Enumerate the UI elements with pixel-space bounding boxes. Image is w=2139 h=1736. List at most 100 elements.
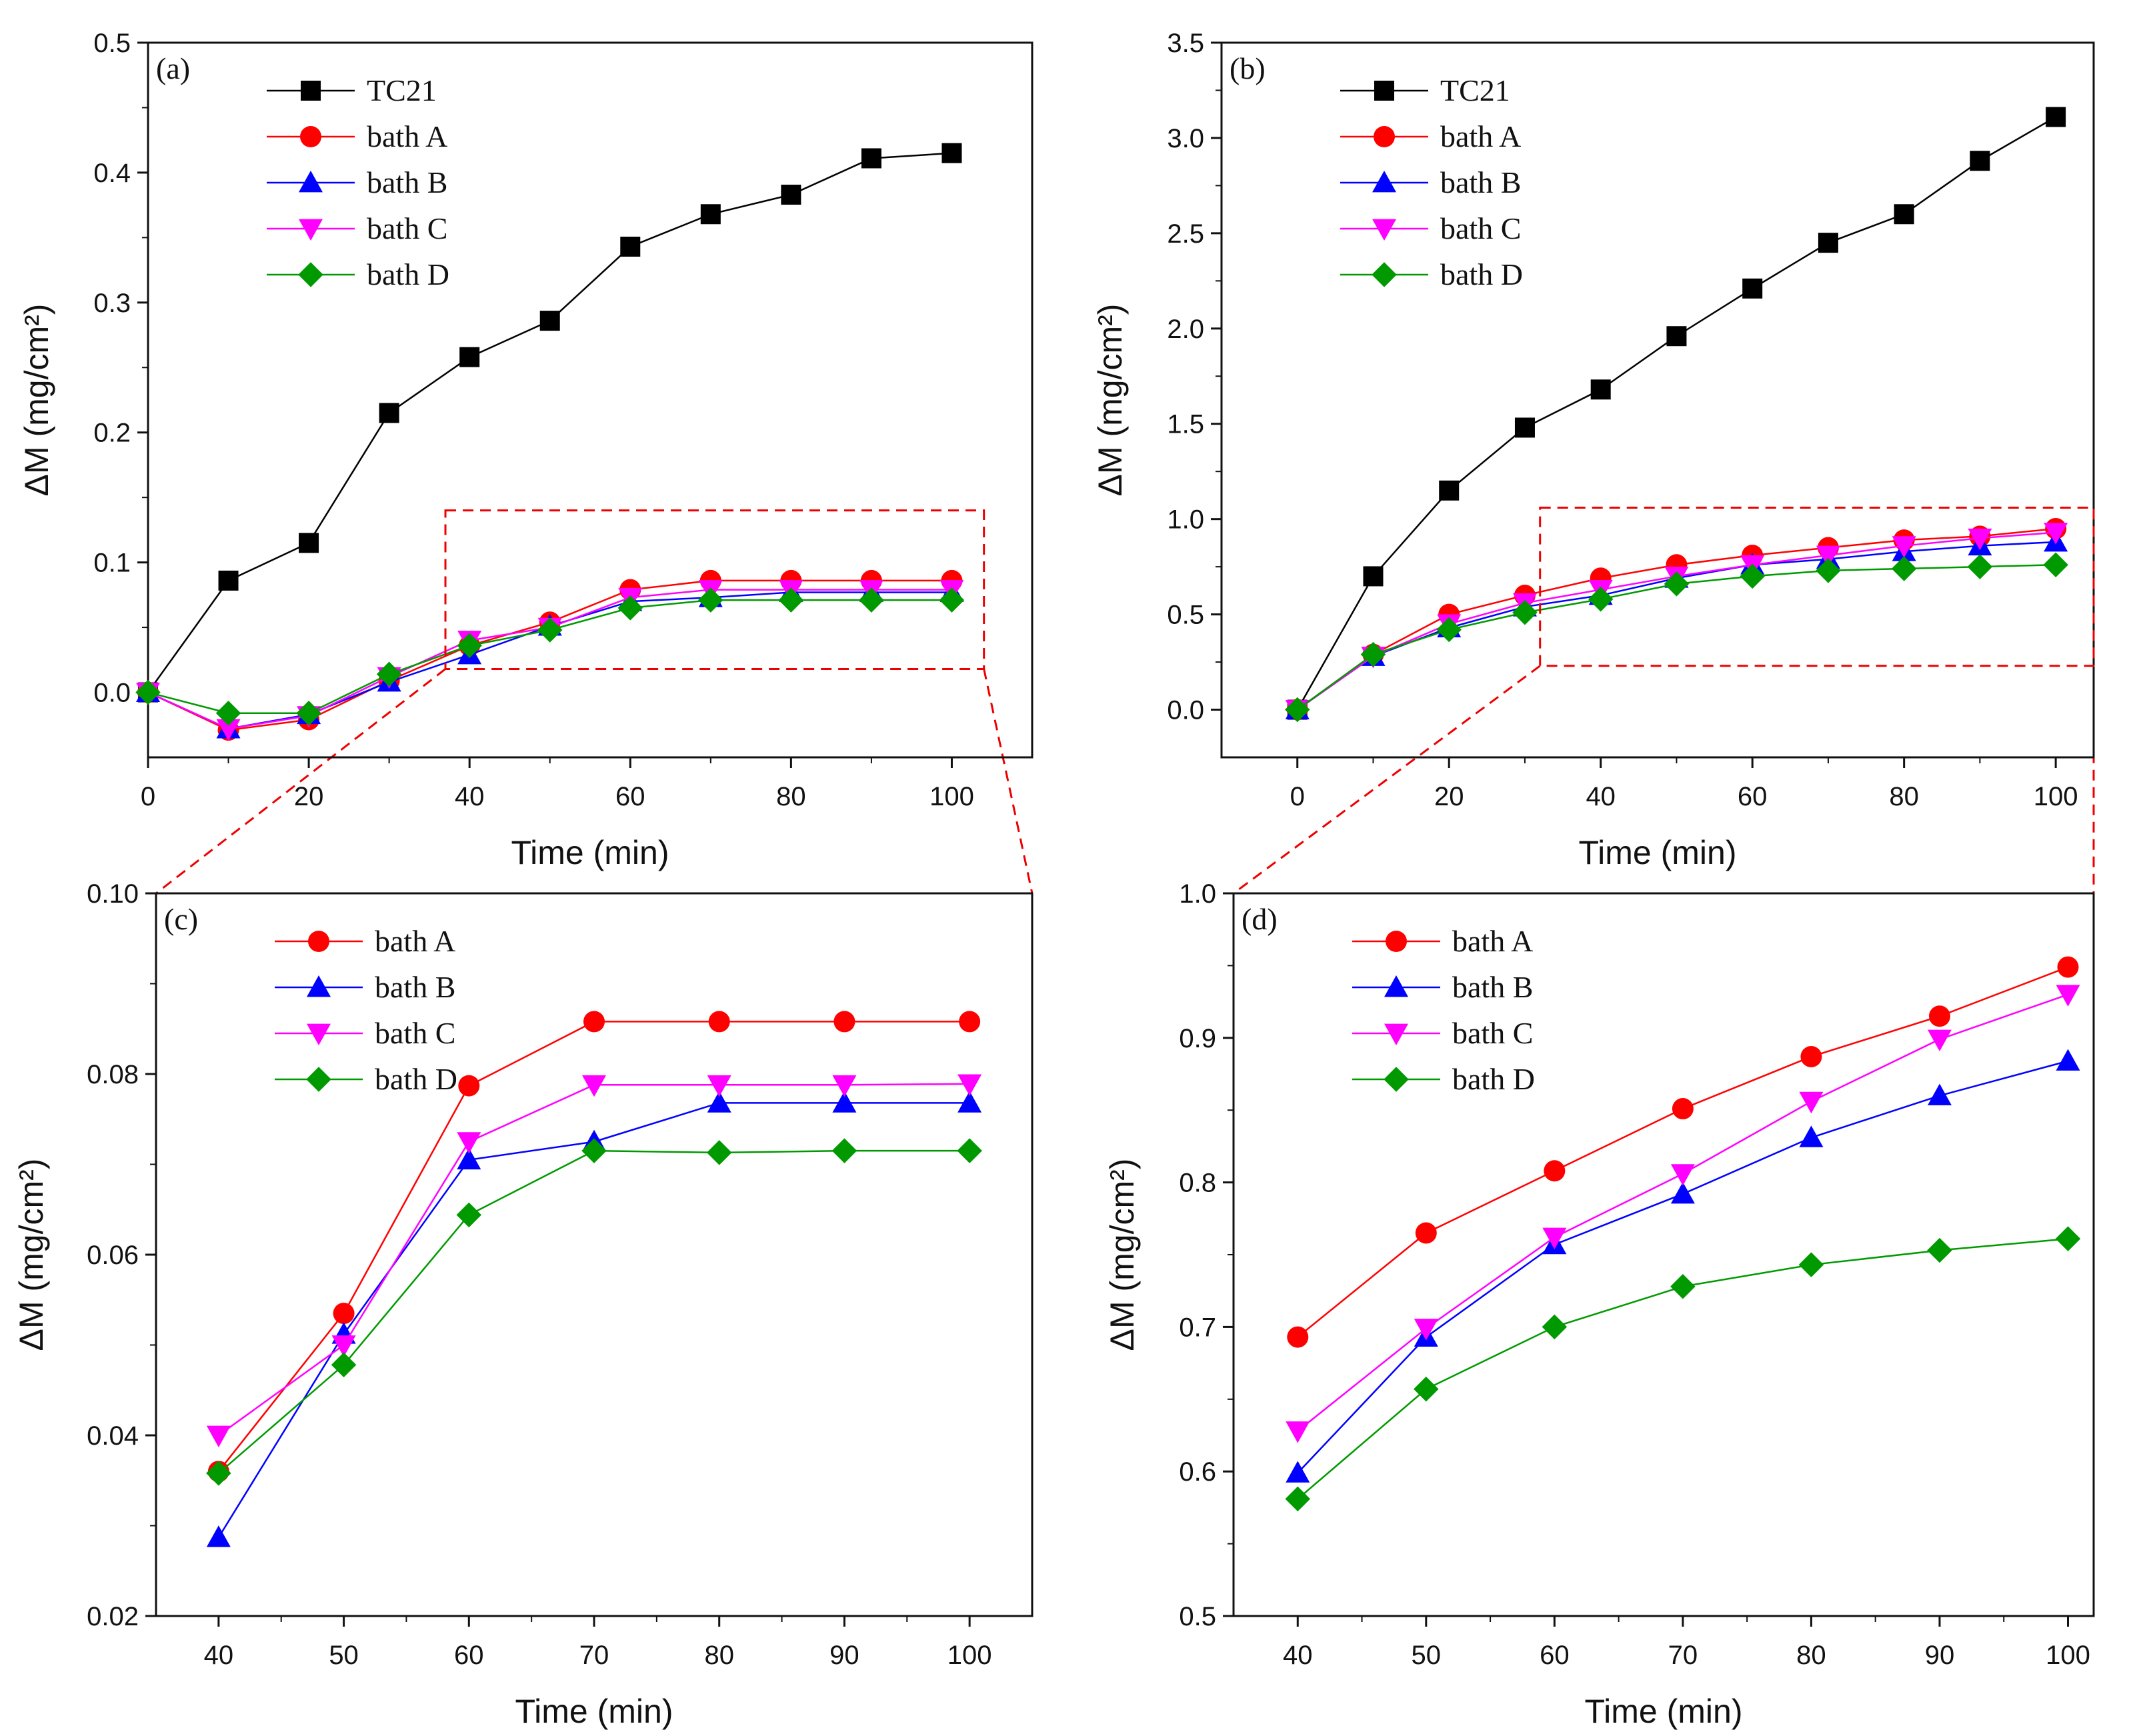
legend-item: bath D xyxy=(1352,1062,1535,1096)
x-tick-label: 90 xyxy=(829,1641,859,1670)
legend-label: bath A xyxy=(367,119,447,153)
data-point xyxy=(861,148,881,169)
x-axis-title: Time (min) xyxy=(511,834,669,871)
data-point xyxy=(859,587,884,613)
y-tick-label: 2.0 xyxy=(1167,315,1204,344)
legend-label: bath C xyxy=(375,1016,455,1050)
x-tick-label: 80 xyxy=(1889,782,1919,811)
zoom-connector-line xyxy=(1233,665,1541,895)
data-point xyxy=(1816,558,1841,583)
data-point xyxy=(831,1138,857,1163)
y-axis-title: ΔM (mg/cm²) xyxy=(1104,1159,1141,1351)
data-point xyxy=(1970,151,1990,171)
series-bath-c xyxy=(1285,523,2068,722)
legend-item: bath D xyxy=(275,1062,457,1096)
data-point xyxy=(707,1075,731,1097)
x-tick-label: 50 xyxy=(1412,1641,1442,1670)
legend-label: bath A xyxy=(1452,924,1533,958)
x-tick-label: 80 xyxy=(704,1641,734,1670)
data-point xyxy=(583,1011,605,1033)
data-point xyxy=(1360,641,1386,667)
legend-label: bath C xyxy=(1452,1016,1533,1050)
data-point xyxy=(1799,1125,1824,1147)
data-point xyxy=(215,700,241,726)
data-point xyxy=(458,1075,480,1097)
x-tick-label: 100 xyxy=(929,782,974,811)
data-point xyxy=(1436,617,1462,643)
y-tick-label: 0.7 xyxy=(1179,1313,1216,1342)
data-point xyxy=(1670,1164,1695,1186)
x-axis-title: Time (min) xyxy=(1584,1693,1742,1730)
x-tick-label: 40 xyxy=(1283,1641,1313,1670)
panel-label: (d) xyxy=(1242,902,1278,936)
y-tick-label: 1.0 xyxy=(1167,505,1204,535)
legend-label: bath C xyxy=(1440,211,1521,245)
data-point xyxy=(1514,417,1535,438)
legend-marker xyxy=(1384,1067,1409,1092)
series-line xyxy=(147,589,952,730)
legend-marker xyxy=(1372,171,1396,193)
legend-label: TC21 xyxy=(367,73,437,107)
series-bath-a xyxy=(137,569,963,741)
data-point xyxy=(1363,566,1384,587)
legend-marker xyxy=(299,219,323,241)
legend-marker xyxy=(308,931,329,952)
y-tick-label: 1.0 xyxy=(1179,879,1216,909)
data-point xyxy=(331,1352,357,1378)
panel-label: (c) xyxy=(164,902,198,936)
x-tick-label: 60 xyxy=(1540,1641,1570,1670)
data-point xyxy=(778,587,804,613)
legend-item: bath B xyxy=(1340,165,1521,199)
legend-item: bath C xyxy=(275,1016,455,1050)
data-point xyxy=(2044,523,2068,545)
y-tick-label: 0.3 xyxy=(93,289,131,318)
legend-item: bath A xyxy=(1352,924,1533,958)
chart-panel-a: 0 20 40 60 80 100 0.0 0.1 0.2 0.3 0.4 0.5 Time (min)… xyxy=(18,29,1033,871)
x-tick-label: 0 xyxy=(1290,782,1305,811)
legend-marker xyxy=(300,126,321,147)
y-tick-label: 3.5 xyxy=(1167,29,1204,58)
zoom-box xyxy=(1539,507,2095,667)
x-tick-label: 60 xyxy=(454,1641,484,1670)
data-point xyxy=(1742,278,1763,299)
legend-label: bath D xyxy=(375,1062,457,1096)
x-tick-label: 80 xyxy=(776,782,806,811)
legend-label: bath A xyxy=(375,924,455,958)
data-point xyxy=(1799,1091,1824,1114)
legend-item: TC21 xyxy=(1340,73,1510,107)
data-point xyxy=(1967,554,1993,579)
data-point xyxy=(1287,1326,1309,1348)
data-point xyxy=(1415,1222,1437,1244)
y-tick-label: 0.2 xyxy=(93,419,131,448)
legend-marker xyxy=(298,262,323,287)
y-tick-label: 0.04 xyxy=(87,1421,139,1451)
legend-marker xyxy=(1374,126,1395,147)
x-tick-label: 100 xyxy=(2046,1641,2090,1670)
data-point xyxy=(620,237,641,257)
y-tick-label: 0.9 xyxy=(1179,1024,1216,1053)
y-tick-label: 0.06 xyxy=(87,1241,139,1270)
legend-marker xyxy=(1372,219,1396,241)
data-point xyxy=(2043,552,2068,578)
data-point xyxy=(539,311,560,331)
x-tick-label: 60 xyxy=(615,782,645,811)
chart-panel-b: 0 20 40 60 80 100 0.0 0.5 1.0 1.5 2.0 2.5 3.0 3.5 Time… xyxy=(1092,29,2095,871)
data-point xyxy=(218,570,239,591)
y-tick-label: 3.0 xyxy=(1167,124,1204,153)
data-point xyxy=(1968,528,1992,551)
data-point xyxy=(331,1335,356,1357)
data-point xyxy=(1927,1029,1952,1051)
plot-frame xyxy=(1232,892,2095,1617)
data-point xyxy=(135,679,161,705)
data-point xyxy=(1670,1181,1695,1204)
legend-label: bath B xyxy=(1440,165,1521,199)
data-point xyxy=(617,595,643,621)
legend-item: bath B xyxy=(275,970,455,1004)
x-tick-label: 40 xyxy=(455,782,485,811)
y-tick-label: 2.5 xyxy=(1167,219,1204,249)
data-point xyxy=(581,1138,607,1163)
data-point xyxy=(959,1011,981,1033)
series-bath-c xyxy=(206,1074,982,1447)
legend-item: bath A xyxy=(267,119,447,153)
